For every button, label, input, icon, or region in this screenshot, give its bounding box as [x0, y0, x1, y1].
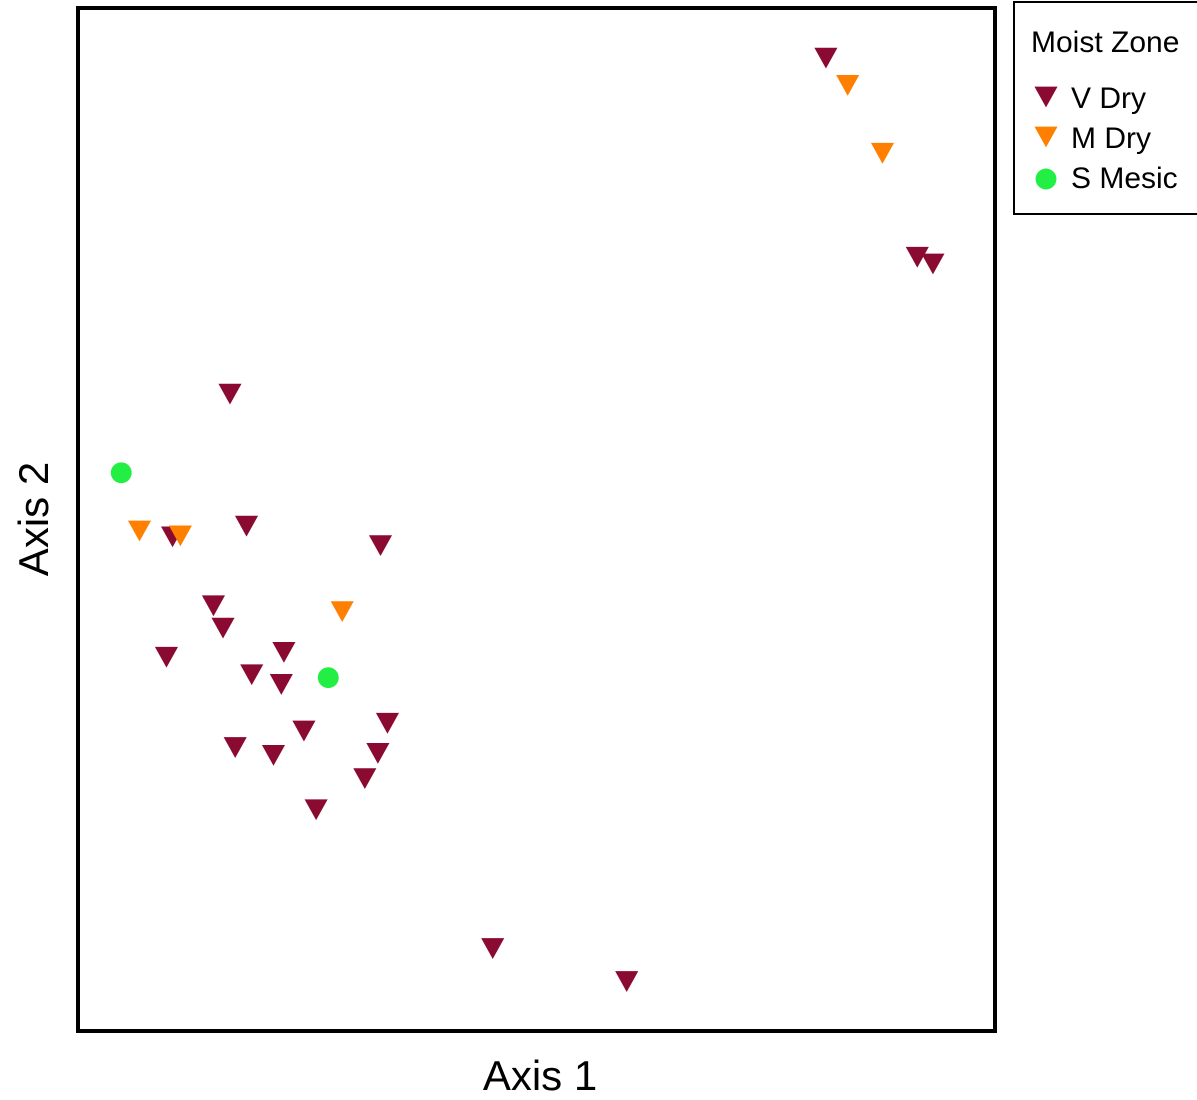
- legend-label-v-dry: V Dry: [1071, 82, 1146, 115]
- point-v-dry-9: [211, 617, 235, 639]
- point-v-dry-11: [272, 642, 296, 663]
- point-v-dry-16: [223, 737, 247, 758]
- points-layer: [110, 47, 945, 992]
- point-v-dry-5: [234, 515, 259, 537]
- point-v-dry-13: [269, 674, 293, 695]
- point-v-dry-1: [814, 47, 838, 69]
- x-axis-label: Axis 1: [483, 1052, 597, 1099]
- point-v-dry-2: [905, 246, 929, 268]
- legend-title: Moist Zone: [1031, 26, 1179, 59]
- legend-marker-m-dry: [1034, 126, 1058, 148]
- point-s-mesic-1: [110, 462, 132, 484]
- point-v-dry-18: [366, 743, 390, 764]
- point-m-dry-5: [330, 601, 354, 623]
- point-s-mesic-2: [317, 667, 339, 689]
- point-m-dry-1: [836, 74, 860, 96]
- legend-marker-v-dry: [1034, 86, 1058, 108]
- legend-label-m-dry: M Dry: [1071, 122, 1151, 155]
- point-v-dry-8: [201, 595, 225, 617]
- y-axis-label: Axis 2: [10, 462, 57, 576]
- point-v-dry-7: [368, 535, 393, 556]
- point-v-dry-20: [304, 799, 328, 821]
- point-v-dry-15: [292, 720, 316, 742]
- point-m-dry-2: [870, 142, 895, 164]
- legend-marker-s-mesic: [1035, 168, 1057, 190]
- point-v-dry-3: [921, 253, 945, 275]
- plot-frame: [76, 6, 997, 1033]
- point-v-dry-10: [154, 646, 179, 668]
- point-v-dry-22: [615, 971, 639, 992]
- point-v-dry-21: [481, 938, 505, 959]
- point-v-dry-12: [240, 664, 264, 686]
- point-m-dry-3: [127, 520, 152, 542]
- legend-label-s-mesic: S Mesic: [1071, 162, 1178, 195]
- point-v-dry-14: [375, 712, 399, 734]
- point-v-dry-17: [261, 744, 286, 766]
- point-m-dry-4: [168, 525, 192, 547]
- legend-entries: V Dry M Dry S Mesic: [1034, 82, 1178, 195]
- legend: Moist Zone V Dry M Dry S Mesic: [1013, 1, 1197, 215]
- point-v-dry-19: [353, 768, 377, 790]
- point-v-dry-4: [218, 383, 242, 405]
